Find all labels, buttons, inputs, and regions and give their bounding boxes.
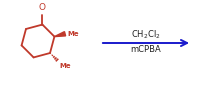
Polygon shape — [54, 32, 66, 37]
Text: CH$_2$Cl$_2$: CH$_2$Cl$_2$ — [131, 29, 161, 41]
Text: O: O — [39, 3, 46, 12]
Text: Me: Me — [59, 63, 71, 69]
Text: Me: Me — [67, 31, 79, 37]
Text: mCPBA: mCPBA — [131, 45, 161, 53]
